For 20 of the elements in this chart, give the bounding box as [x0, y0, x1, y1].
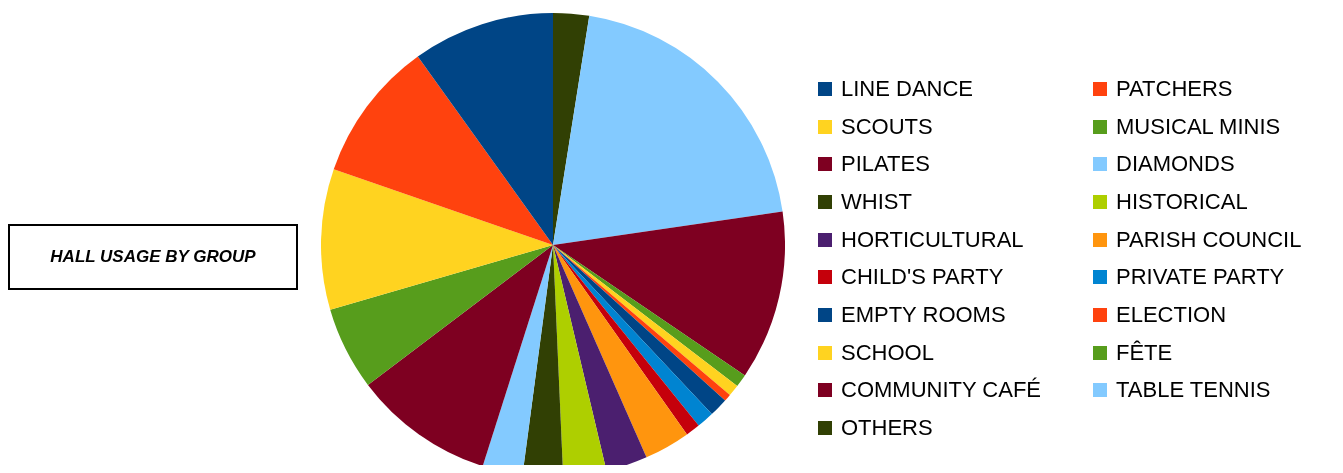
- legend-label: TABLE TENNIS: [1116, 377, 1271, 404]
- legend-label: MUSICAL MINIS: [1116, 113, 1281, 140]
- text: HALL USAGE BY GROUP: [8, 224, 298, 290]
- legend-label: HISTORICAL: [1116, 188, 1248, 215]
- legend-label: DIAMONDS: [1116, 151, 1235, 178]
- legend-label: PRIVATE PARTY: [1116, 264, 1285, 291]
- legend-label: HORTICULTURAL: [841, 226, 1024, 253]
- legend-label: PATCHERS: [1116, 75, 1233, 102]
- legend-label: WHIST: [841, 188, 912, 215]
- legend-label: ELECTION: [1116, 301, 1227, 328]
- legend-label: OTHERS: [841, 415, 933, 442]
- legend-label: CHILD'S PARTY: [841, 264, 1004, 291]
- legend-label: SCHOOL: [841, 339, 934, 366]
- legend-label: SCOUTS: [841, 113, 933, 140]
- legend-label: EMPTY ROOMS: [841, 301, 1006, 328]
- legend-label: FÊTE: [1116, 339, 1173, 366]
- legend-label: PILATES: [841, 151, 930, 178]
- legend-label: COMMUNITY CAFÉ: [841, 377, 1042, 404]
- legend-label: PARISH COUNCIL: [1116, 226, 1302, 253]
- legend-label: LINE DANCE: [841, 75, 974, 102]
